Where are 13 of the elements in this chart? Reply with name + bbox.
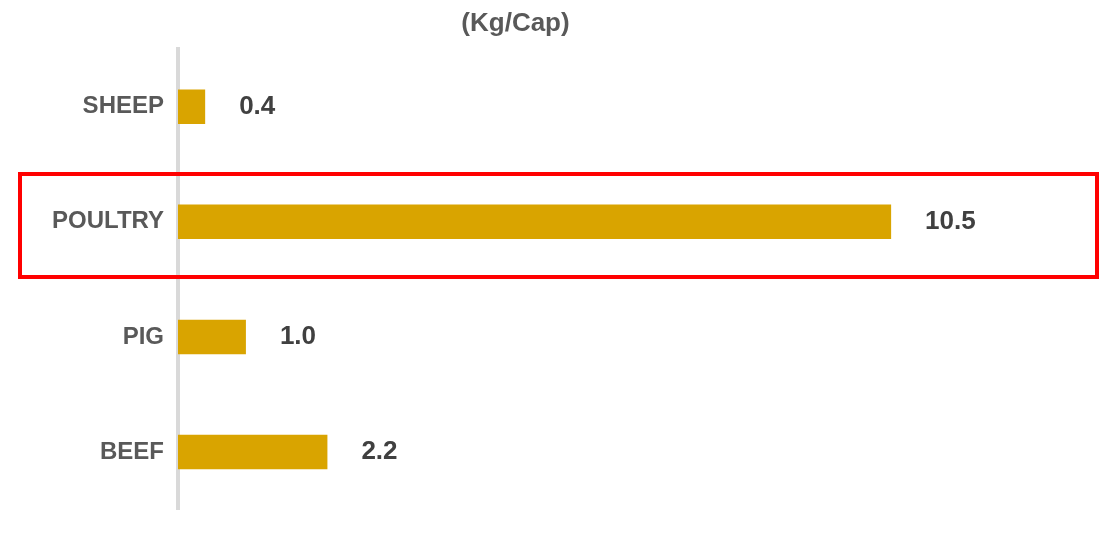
bar <box>178 319 246 355</box>
y-tick-label: POULTRY <box>52 206 164 234</box>
bar <box>178 434 328 470</box>
bar <box>178 204 892 240</box>
y-tick-label: PIG <box>122 321 164 349</box>
data-label: 1.0 <box>279 320 317 351</box>
data-label: 0.4 <box>239 89 276 120</box>
y-tick-label: BEEF <box>99 436 164 464</box>
y-tick-label: SHEEP <box>82 91 164 119</box>
chart-title: (Kg/Cap) <box>461 6 570 37</box>
bar <box>178 89 206 125</box>
data-label: 10.5 <box>925 205 976 236</box>
data-label: 2.2 <box>361 435 398 466</box>
